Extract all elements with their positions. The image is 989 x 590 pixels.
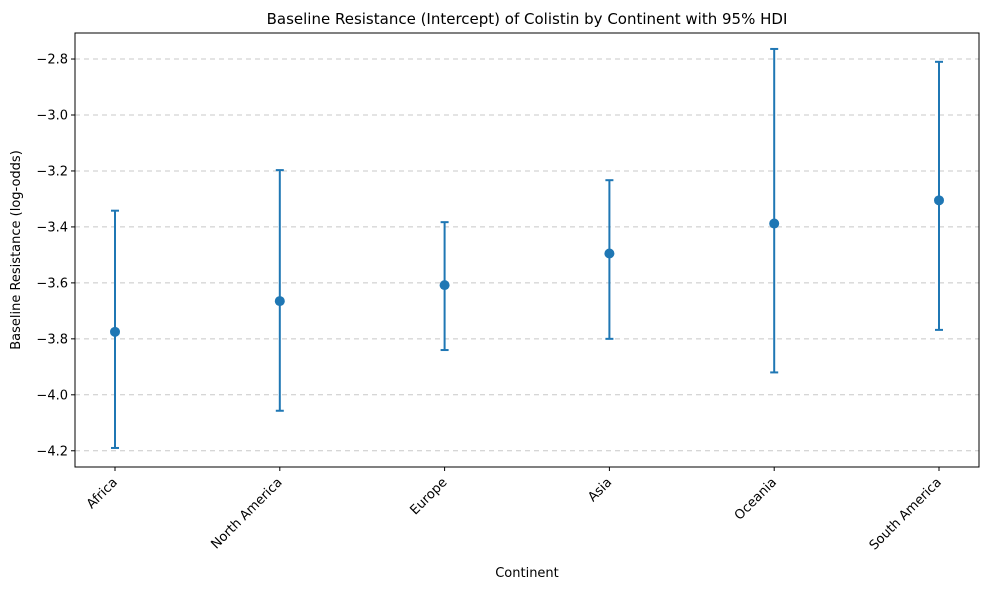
data-point: [110, 326, 120, 337]
data-point: [934, 195, 944, 206]
data-point: [604, 248, 615, 259]
y-axis: −4.2 −4.0 −3.8 −3.6 −3.4 −3.2 −3.0 −2.8: [36, 53, 75, 459]
x-axis-label: Continent: [495, 566, 559, 581]
y-tick-label: −3.6: [36, 276, 68, 291]
x-tick-label: North America: [208, 475, 285, 552]
gridlines: [75, 58, 979, 452]
data-point: [274, 296, 285, 307]
chart-title: Baseline Resistance (Intercept) of Colis…: [267, 10, 788, 28]
plot-frame: [74, 32, 980, 468]
x-tick-label: Asia: [585, 475, 615, 505]
y-tick-label: −4.2: [36, 444, 68, 459]
y-tick-label: −2.8: [36, 53, 68, 68]
y-tick-label: −3.8: [36, 332, 68, 347]
series-marks: [110, 47, 944, 449]
y-tick-label: −3.2: [36, 164, 68, 179]
y-axis-label: Baseline Resistance (log-odds): [9, 150, 24, 350]
x-tick-label: South America: [867, 475, 945, 553]
y-tick-label: −3.4: [36, 220, 68, 235]
data-point: [439, 280, 450, 291]
x-axis: Africa North America Europe Asia Oceania Sout…: [84, 467, 945, 553]
y-tick-label: −3.0: [36, 108, 68, 123]
x-tick-label: Europe: [407, 475, 450, 518]
x-tick-label: Oceania: [732, 475, 780, 523]
y-tick-label: −4.0: [36, 388, 68, 403]
data-point: [769, 218, 780, 229]
x-tick-label: Africa: [84, 475, 121, 512]
